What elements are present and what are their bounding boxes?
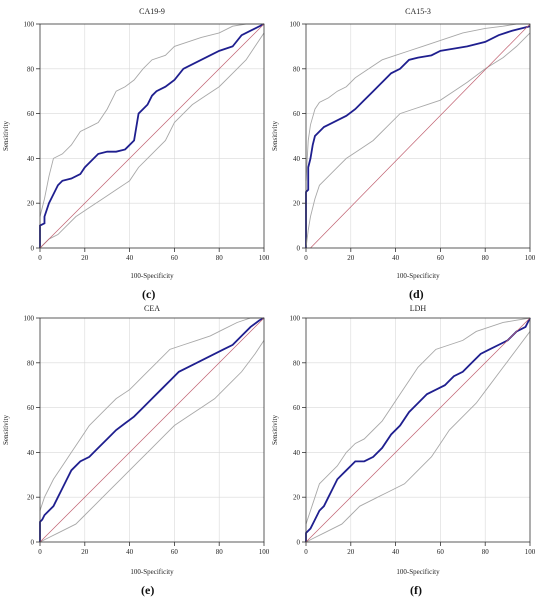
plot-area: 0 20 40 60 80 100 0 20 40 60 80 100 xyxy=(24,21,270,263)
x-tick-label: 100 xyxy=(525,254,536,262)
series-diagonal-line xyxy=(305,317,531,543)
y-axis-label: Sensitivity xyxy=(2,415,10,445)
y-axis-label: Sensitivity xyxy=(271,415,279,445)
plot-area: 0 20 40 60 80 100 0 20 40 60 80 100 xyxy=(290,315,536,557)
x-tick-label: 60 xyxy=(437,548,445,556)
series-roc-line xyxy=(305,317,531,542)
x-tick-label: 100 xyxy=(525,548,536,556)
series-ci-upper-line xyxy=(305,317,531,525)
chart-title: CA19-9 xyxy=(139,7,165,16)
panel-caption: (e) xyxy=(141,583,154,597)
y-tick-label: 60 xyxy=(27,110,35,118)
x-tick-label: 40 xyxy=(126,254,134,262)
x-tick-label: 60 xyxy=(437,254,445,262)
series-ci-lower-line xyxy=(39,32,265,249)
y-tick-label: 20 xyxy=(293,200,301,208)
y-tick-label: 20 xyxy=(27,494,35,502)
series-ci-upper-line xyxy=(39,23,264,217)
series-ci-lower-line xyxy=(305,331,531,543)
x-tick-label: 40 xyxy=(392,254,400,262)
x-tick-label: 40 xyxy=(392,548,400,556)
series-ci-lower-line xyxy=(305,32,531,249)
series-roc-line xyxy=(305,25,531,248)
y-tick-label: 40 xyxy=(293,449,301,457)
x-tick-label: 20 xyxy=(81,548,89,556)
y-tick-label: 0 xyxy=(31,539,35,547)
plot-frame xyxy=(39,23,265,249)
x-tick-label: 80 xyxy=(482,254,490,262)
chart-panel-ldh: LDH Sensitivity 100-Specificity (f) 0 20 4… xyxy=(271,304,536,597)
x-tick-label: 40 xyxy=(126,548,134,556)
x-tick-label: 20 xyxy=(81,254,89,262)
y-tick-label: 40 xyxy=(27,449,35,457)
y-tick-label: 100 xyxy=(290,315,301,323)
y-tick-label: 0 xyxy=(297,539,301,547)
chart-panel-cea: CEA Sensitivity 100-Specificity (e) 0 20 4… xyxy=(2,304,270,597)
x-tick-label: 60 xyxy=(171,548,179,556)
x-tick-label: 100 xyxy=(259,254,270,262)
plot-frame xyxy=(39,317,265,543)
chart-title: CEA xyxy=(144,304,160,313)
series-ci-upper-line xyxy=(305,23,530,181)
x-tick-label: 80 xyxy=(482,548,490,556)
x-tick-label: 100 xyxy=(259,548,270,556)
x-tick-label: 20 xyxy=(347,548,355,556)
panel-caption: (d) xyxy=(409,287,424,301)
series-ci-upper-line xyxy=(39,317,264,511)
panel-caption: (c) xyxy=(142,287,155,301)
x-axis-label: 100-Specificity xyxy=(396,272,440,280)
y-tick-label: 100 xyxy=(24,315,35,323)
x-tick-label: 0 xyxy=(304,254,308,262)
plot-area: 0 20 40 60 80 100 0 20 40 60 80 100 xyxy=(290,21,536,263)
series-diagonal-line xyxy=(39,23,265,249)
x-axis-label: 100-Specificity xyxy=(130,568,174,576)
x-tick-label: 0 xyxy=(304,548,308,556)
y-tick-label: 60 xyxy=(293,404,301,412)
y-tick-label: 80 xyxy=(27,65,35,73)
plot-frame xyxy=(305,317,531,543)
x-tick-label: 80 xyxy=(216,548,224,556)
y-axis-label: Sensitivity xyxy=(271,121,279,151)
series-ci-lower-line xyxy=(39,340,265,543)
y-tick-label: 60 xyxy=(293,110,301,118)
y-tick-label: 20 xyxy=(27,200,35,208)
x-tick-label: 0 xyxy=(38,254,42,262)
y-tick-label: 0 xyxy=(31,245,35,253)
series-roc-line xyxy=(39,23,265,248)
x-tick-label: 0 xyxy=(38,548,42,556)
y-tick-label: 80 xyxy=(293,65,301,73)
panel-caption: (f) xyxy=(410,583,422,597)
chart-title: LDH xyxy=(410,304,427,313)
y-tick-label: 0 xyxy=(297,245,301,253)
chart-title: CA15-3 xyxy=(405,7,431,16)
series-diagonal-line xyxy=(39,317,265,543)
y-tick-label: 60 xyxy=(27,404,35,412)
series-roc-line xyxy=(39,317,265,542)
x-tick-label: 80 xyxy=(216,254,224,262)
chart-panel-ca19-9: CA19-9 Sensitivity 100-Specificity (c) 0… xyxy=(2,7,270,301)
y-axis-label: Sensitivity xyxy=(2,121,10,151)
plot-area: 0 20 40 60 80 100 0 20 40 60 80 100 xyxy=(24,315,270,557)
y-tick-label: 80 xyxy=(27,359,35,367)
y-tick-label: 40 xyxy=(293,155,301,163)
y-tick-label: 100 xyxy=(24,21,35,29)
x-axis-label: 100-Specificity xyxy=(396,568,440,576)
x-tick-label: 20 xyxy=(347,254,355,262)
series-diagonal-line xyxy=(310,23,531,249)
y-tick-label: 100 xyxy=(290,21,301,29)
y-tick-label: 20 xyxy=(293,494,301,502)
chart-panel-ca15-3: CA15-3 Sensitivity 100-Specificity (d) 0… xyxy=(271,7,536,301)
x-tick-label: 60 xyxy=(171,254,179,262)
x-axis-label: 100-Specificity xyxy=(130,272,174,280)
plot-frame xyxy=(305,23,531,249)
y-tick-label: 40 xyxy=(27,155,35,163)
y-tick-label: 80 xyxy=(293,359,301,367)
